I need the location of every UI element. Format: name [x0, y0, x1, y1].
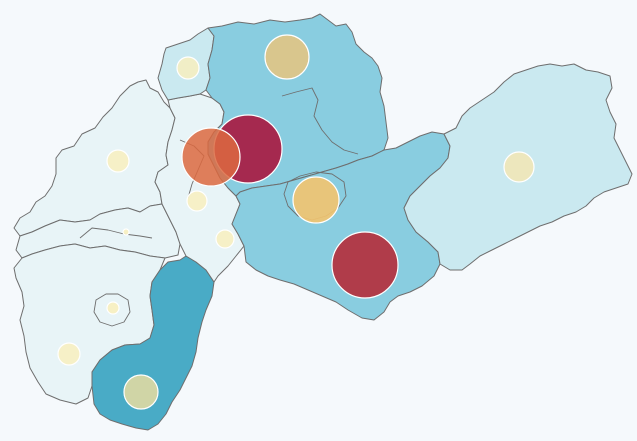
- bubble-east[interactable]: [503, 151, 535, 183]
- bubble-central-small[interactable]: [186, 190, 208, 212]
- bubble-southwest-speck[interactable]: [122, 228, 130, 236]
- bubble-south-red[interactable]: [331, 231, 399, 299]
- bubble-southwest[interactable]: [57, 342, 81, 366]
- bubble-south-olive[interactable]: [123, 374, 159, 410]
- bubble-north[interactable]: [264, 34, 310, 80]
- region-south-dark[interactable]: [91, 255, 215, 431]
- bubble-northwest-small[interactable]: [176, 56, 200, 80]
- bubble-center-orange[interactable]: [181, 127, 241, 187]
- boundary-north-split: [281, 87, 359, 155]
- map-bubbles: [57, 34, 535, 410]
- boundary-south-enclave: [93, 293, 131, 327]
- boundary-west-inner: [79, 227, 153, 239]
- bubble-west[interactable]: [106, 149, 130, 173]
- bubble-center-gold[interactable]: [292, 176, 340, 224]
- bubble-central-tiny[interactable]: [215, 229, 235, 249]
- bubble-southwest-small[interactable]: [106, 301, 120, 315]
